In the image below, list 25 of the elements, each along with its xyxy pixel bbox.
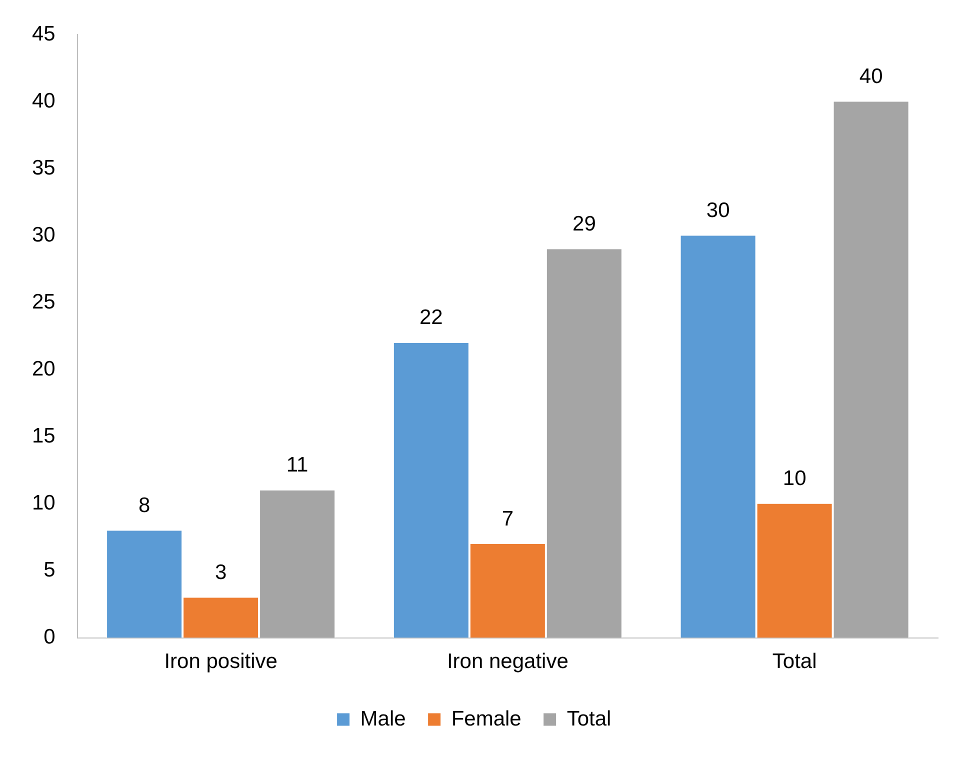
data-label: 22	[420, 306, 443, 330]
data-label: 10	[782, 467, 806, 490]
y-tick-label: 35	[32, 156, 56, 180]
legend-label: Female	[451, 707, 522, 730]
data-label: 11	[286, 454, 308, 477]
y-tick-label: 40	[32, 89, 56, 112]
y-tick-label: 25	[32, 290, 56, 314]
data-label: 3	[214, 560, 227, 584]
x-tick-label: Iron positive	[164, 650, 278, 674]
x-tick-label: Total	[772, 650, 817, 674]
data-label: 7	[502, 507, 514, 530]
y-tick-label: 10	[32, 492, 56, 515]
data-label: 8	[138, 494, 150, 517]
y-tick-label: 5	[44, 558, 56, 582]
legend-label: Male	[360, 707, 406, 730]
y-tick-label: 15	[32, 424, 56, 448]
y-tick-label: 45	[32, 22, 56, 46]
legend-label: Total	[566, 707, 612, 730]
data-label: 30	[706, 198, 730, 222]
x-tick-label: Iron negative	[446, 650, 568, 674]
data-label: 40	[859, 64, 883, 88]
data-label: 29	[572, 212, 596, 236]
y-tick-label: 0	[44, 626, 56, 649]
y-tick-label: 20	[32, 358, 56, 381]
y-tick-label: 30	[32, 223, 56, 246]
